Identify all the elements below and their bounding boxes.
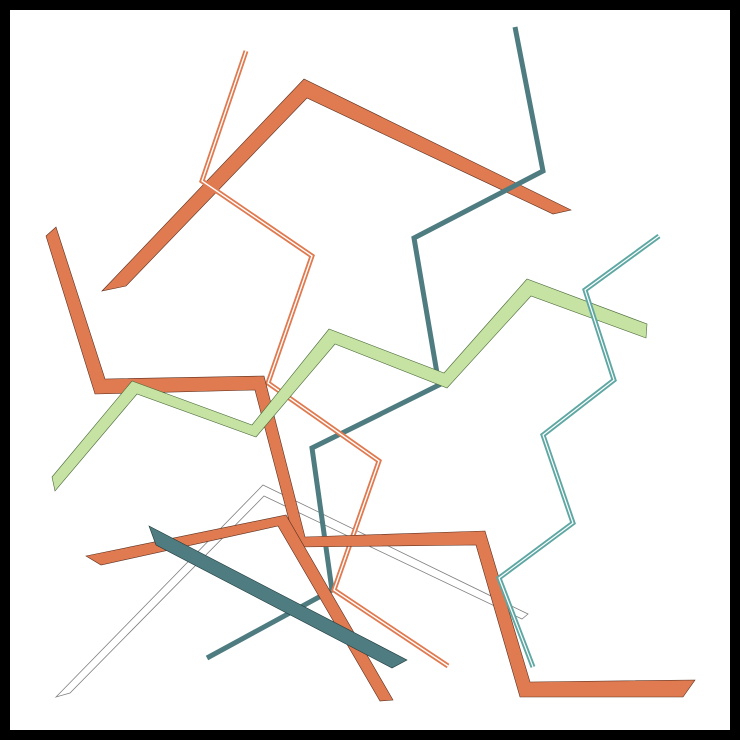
orange-top-chevron <box>101 78 572 292</box>
orange-lower-path <box>45 226 696 698</box>
thin-orange-zigzag-inner <box>201 50 449 667</box>
teal-right-zigzag-inner <box>498 235 660 668</box>
grey-outline-chevron <box>54 484 529 698</box>
dark-teal-bar <box>148 525 408 669</box>
orange-diagonal-stroke <box>85 514 394 702</box>
light-green-zigzag <box>51 278 648 492</box>
